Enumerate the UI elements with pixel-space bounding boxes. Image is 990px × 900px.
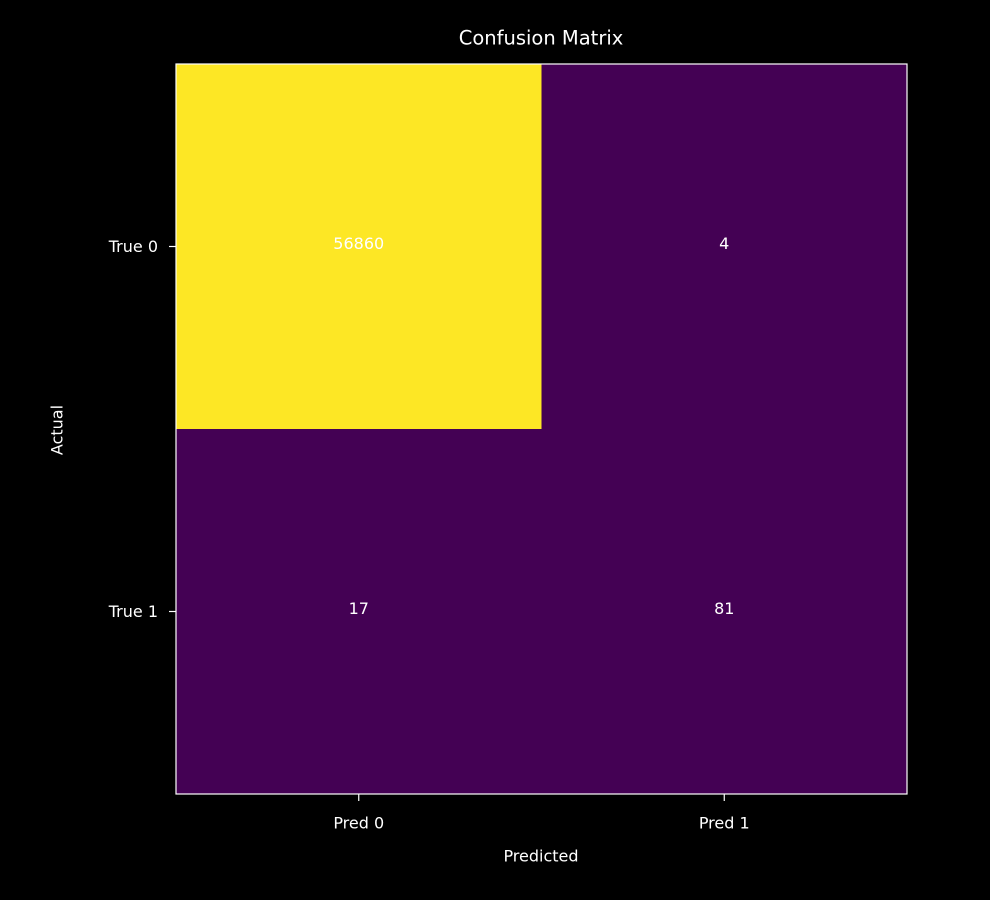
heatmap-cell [541, 64, 907, 429]
chart-title: Confusion Matrix [459, 27, 624, 50]
cell-label: 4 [719, 234, 729, 253]
y-tick-label: True 1 [108, 602, 158, 621]
cell-label: 81 [714, 599, 734, 618]
y-tick-label: True 0 [108, 237, 158, 256]
plot-frame [175, 63, 908, 795]
heatmap-cell [541, 429, 907, 794]
heatmap-cell [176, 429, 542, 794]
heatmap-cell [176, 64, 542, 429]
x-tick-label: Pred 0 [333, 814, 384, 833]
x-tick-label: Pred 1 [699, 814, 750, 833]
cell-label: 17 [349, 599, 369, 618]
y-axis-label: Actual [48, 405, 67, 455]
cell-label: 56860 [333, 234, 384, 253]
x-axis-label: Predicted [503, 847, 578, 866]
